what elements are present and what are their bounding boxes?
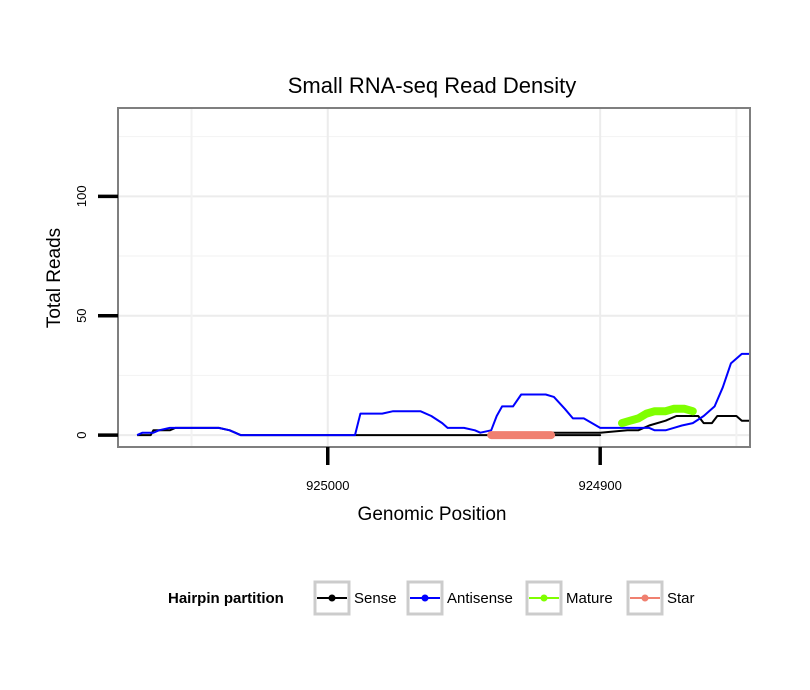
legend-item-antisense: Antisense [406, 580, 513, 616]
legend-item-mature: Mature [525, 580, 613, 616]
plot-panel-border [117, 107, 751, 448]
legend-item-star: Star [626, 580, 695, 616]
legend-label: Star [667, 590, 695, 607]
plot-panel [117, 107, 751, 448]
x-tick-label: 924900 [578, 478, 621, 493]
legend-label: Sense [354, 590, 397, 607]
legend-item-sense: Sense [313, 580, 397, 616]
y-axis-title: Total Reads [44, 228, 65, 328]
y-axis: 0 50 100 [74, 185, 118, 439]
chart-title: Small RNA-seq Read Density [288, 73, 577, 98]
y-tick-label: 50 [74, 308, 89, 322]
legend-title: Hairpin partition [168, 590, 284, 607]
series-layer [136, 352, 750, 440]
legend-key-point [421, 594, 429, 602]
x-tick-label: 925000 [306, 478, 349, 493]
legend: Hairpin partition Sense Antisense Mature St… [168, 580, 695, 616]
x-axis-title: Genomic Position [358, 504, 507, 525]
legend-label: Antisense [447, 590, 513, 607]
legend-key-point [328, 594, 336, 602]
grid-lines [118, 108, 750, 447]
series-line-antisense [136, 352, 750, 437]
series-line-mature [618, 404, 697, 428]
legend-key-point [641, 594, 649, 602]
x-axis: 925000 924900 [306, 447, 622, 493]
legend-label: Mature [566, 590, 613, 607]
legend-key-point [540, 594, 548, 602]
y-tick-label: 0 [74, 431, 89, 438]
plot-panel-background [118, 108, 750, 447]
y-tick-label: 100 [74, 185, 89, 207]
